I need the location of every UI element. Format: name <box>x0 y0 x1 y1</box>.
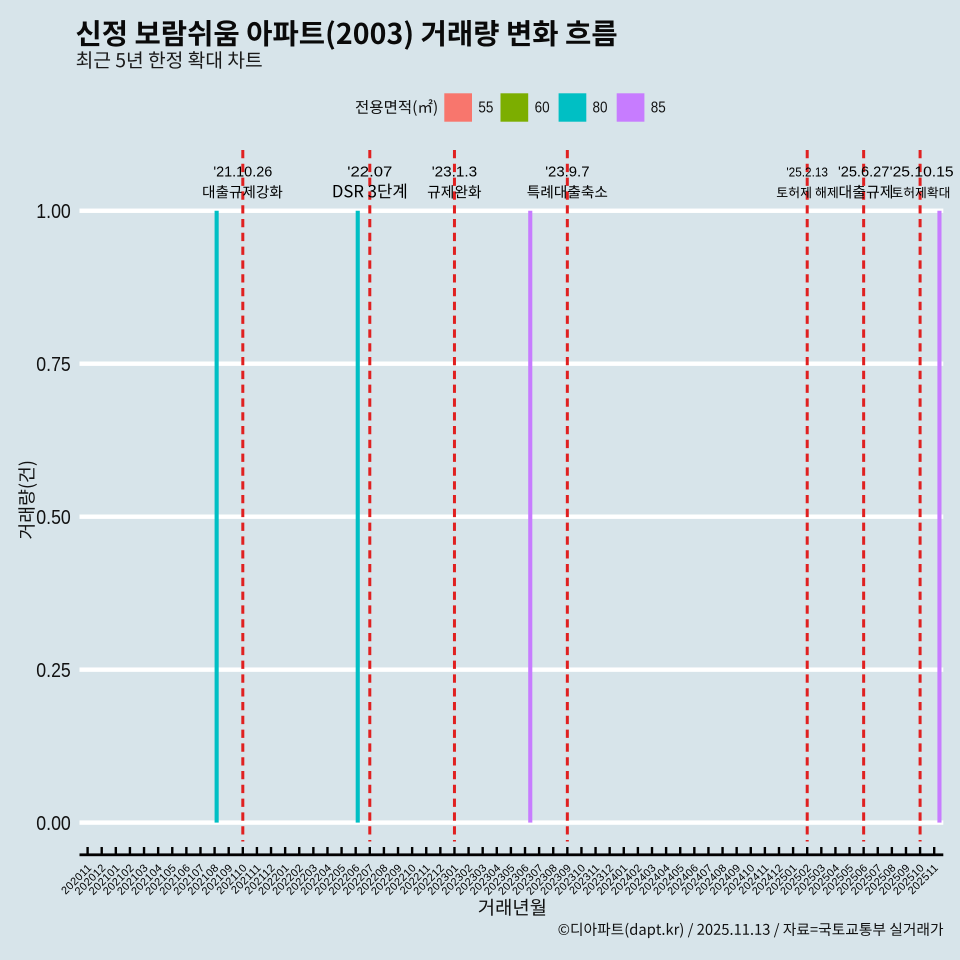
svg-text:85: 85 <box>651 100 666 117</box>
svg-text:'25.2.13: '25.2.13 <box>786 166 828 180</box>
svg-text:0.25: 0.25 <box>36 660 71 682</box>
svg-text:'22.07: '22.07 <box>347 164 392 181</box>
svg-text:'25.6.27: '25.6.27 <box>838 164 889 181</box>
svg-text:'23.1.3: '23.1.3 <box>432 164 478 181</box>
svg-text:0.75: 0.75 <box>36 354 71 376</box>
svg-text:'21.10.26: '21.10.26 <box>213 164 272 181</box>
svg-text:1.00: 1.00 <box>36 201 71 223</box>
svg-text:'25.10.15: '25.10.15 <box>890 164 954 181</box>
svg-text:60: 60 <box>535 100 550 117</box>
svg-text:'23.9.7: '23.9.7 <box>545 164 589 181</box>
svg-text:0.50: 0.50 <box>36 507 71 529</box>
svg-text:0.00: 0.00 <box>36 813 71 835</box>
svg-text:80: 80 <box>593 100 608 117</box>
svg-text:55: 55 <box>478 100 493 117</box>
